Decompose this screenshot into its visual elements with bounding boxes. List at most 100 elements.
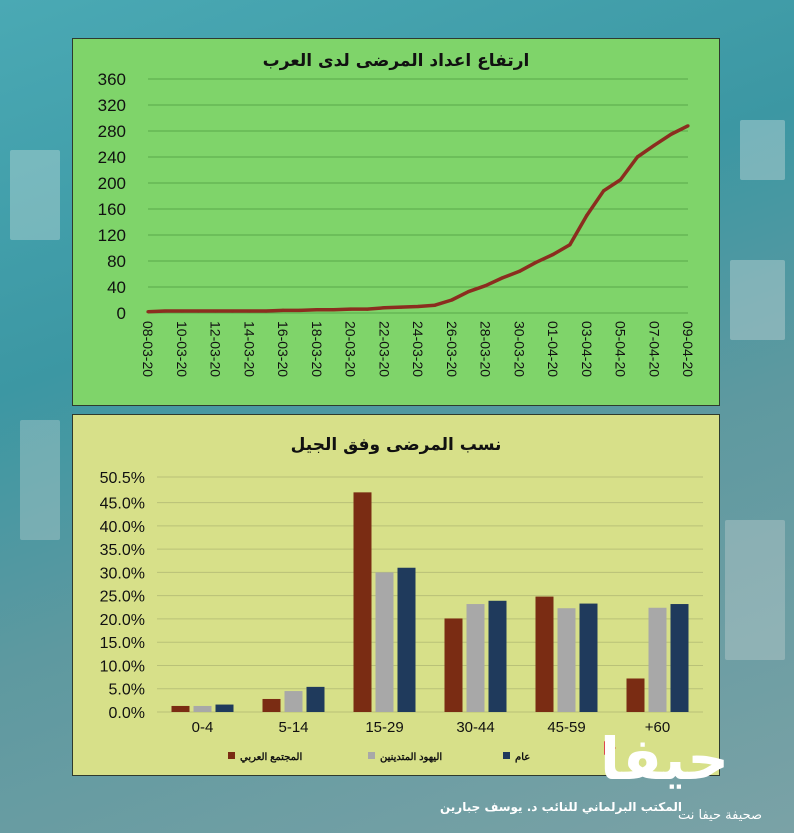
data-point (517, 269, 521, 273)
data-point (264, 309, 268, 313)
data-point (197, 309, 201, 313)
data-point (686, 124, 690, 128)
bar (444, 618, 463, 712)
data-point (585, 213, 589, 218)
y-tick-label: 0 (117, 304, 126, 323)
y-tick-label: 45.0% (100, 496, 145, 513)
bar (193, 705, 212, 712)
legend-label: المجتمع العربي (240, 752, 302, 763)
data-point (315, 308, 319, 312)
data-point (416, 304, 420, 309)
x-tick-label: 28-03-20 (478, 321, 494, 377)
data-point (551, 252, 555, 257)
data-point (618, 178, 623, 182)
x-tick-label: 15-29 (365, 719, 403, 736)
logo: حيفا (600, 725, 729, 793)
x-tick-label: 30-44 (456, 719, 494, 736)
bar (262, 698, 281, 712)
x-tick-label: 22-03-20 (376, 321, 392, 377)
legend-swatch (228, 752, 235, 759)
data-point (382, 306, 386, 310)
x-tick-label: 01-04-20 (545, 321, 561, 377)
background-building (10, 150, 60, 240)
data-point (500, 276, 504, 280)
legend-label: عام (515, 752, 530, 763)
footer-credit: المكتب البرلماني للنائب د. يوسف جبارين (440, 800, 682, 814)
bar-chart: 0.0% 5.0% 10.0% 15.0% 20.0% 25.0% 30.0% 35.0% 40… (100, 470, 703, 763)
y-tick-label: 320 (98, 96, 126, 115)
y-tick-label: 280 (98, 122, 126, 141)
x-tick-label: 10-03-20 (174, 321, 190, 377)
background-building (740, 120, 785, 180)
x-tick-label: 30-03-20 (511, 321, 527, 377)
data-point (450, 298, 454, 302)
background-building (20, 420, 60, 540)
y-tick-label: 240 (98, 148, 126, 167)
data-point (247, 309, 251, 313)
y-tick-label: 15.0% (100, 635, 145, 652)
y-tick-label: 160 (98, 200, 126, 219)
x-tick-label: 07-04-20 (646, 321, 662, 377)
x-tick-label: 45-59 (547, 719, 585, 736)
bar (215, 704, 234, 712)
line-chart-title: ارتفاع اعداد المرضى لدى العرب (262, 51, 530, 71)
y-tick-label: 0.0% (109, 705, 145, 722)
bar (579, 603, 598, 712)
y-tick-label: 200 (98, 174, 126, 193)
data-point (348, 307, 353, 311)
bar (626, 678, 645, 712)
data-point (180, 309, 184, 313)
x-tick-label: 09-04-20 (680, 321, 696, 377)
x-tick-label: 26-03-20 (444, 321, 460, 377)
line-chart-panel: ارتفاع اعداد المرضى لدى العرب 0 40 80 120 16… (72, 38, 720, 406)
data-point (635, 155, 639, 159)
bar-chart-panel: نسب المرضى وفق الجيل 0.0% 5.0% 10.0% 15.0% 2… (72, 414, 720, 776)
x-tick-label: 20-03-20 (343, 321, 359, 377)
data-point (281, 308, 285, 312)
data-point (399, 305, 403, 309)
y-tick-label: 80 (107, 252, 126, 271)
x-tick-label: 03-04-20 (579, 321, 595, 377)
y-tick-label: 10.0% (100, 658, 145, 675)
data-point (467, 289, 471, 294)
data-point (146, 310, 150, 314)
y-tick-label: 25.0% (100, 589, 145, 606)
y-tick-label: 50.5% (100, 470, 145, 487)
y-tick-label: 40.0% (100, 519, 145, 536)
y-tick-label: 35.0% (100, 542, 145, 559)
background-building (730, 260, 785, 340)
logo-subtitle: صحيفة حيفا نت (678, 808, 763, 823)
data-point (230, 309, 234, 313)
legend-swatch (368, 752, 375, 759)
data-point (298, 308, 302, 312)
x-tick-label: 16-03-20 (275, 321, 291, 377)
x-tick-label: 18-03-20 (309, 321, 325, 377)
data-point (534, 260, 538, 264)
bar (466, 604, 485, 712)
legend-swatch (503, 752, 510, 759)
data-point (602, 189, 606, 193)
y-tick-label: 40 (107, 278, 126, 297)
x-tick-label: 5-14 (278, 719, 308, 736)
bar (284, 691, 303, 712)
x-tick-label: 0-4 (192, 719, 214, 736)
y-tick-label: 120 (98, 226, 126, 245)
bar (488, 600, 507, 712)
data-point (433, 303, 437, 307)
y-tick-label: 20.0% (100, 612, 145, 629)
data-point (652, 143, 656, 147)
bar (306, 686, 325, 712)
data-point (332, 308, 336, 312)
data-point (568, 243, 572, 247)
bar (397, 567, 416, 712)
bar (353, 492, 372, 712)
logo-mark-icon (604, 741, 616, 755)
x-tick-label: +60 (645, 719, 670, 736)
bar (375, 572, 394, 712)
line-chart: 0 40 80 120 160 200 240 280 320 360 08-03-20 10-03-… (98, 70, 696, 377)
y-tick-label: 30.0% (100, 565, 145, 582)
data-point (213, 309, 218, 313)
data-point (163, 309, 167, 313)
background-building (725, 520, 785, 660)
bar (535, 596, 554, 712)
